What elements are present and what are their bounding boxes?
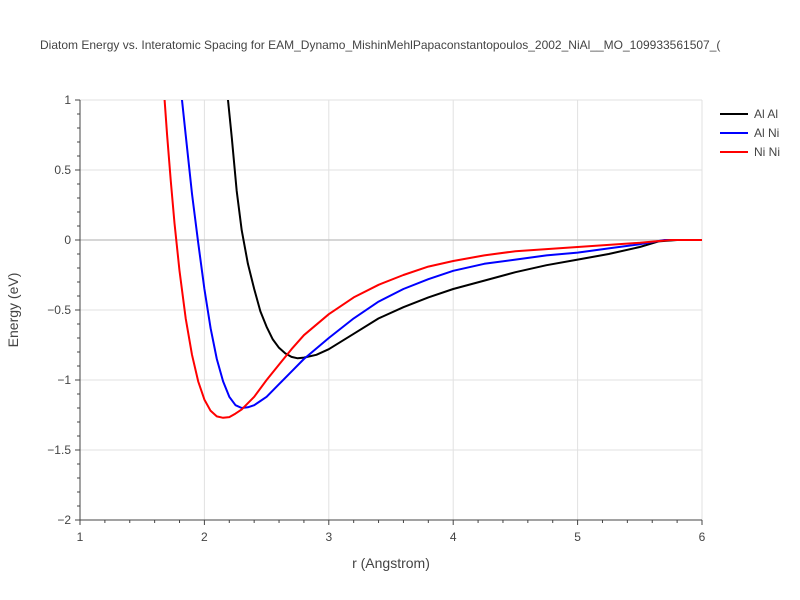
series-line-al-ni [181,100,702,409]
legend-label: Al Ni [754,126,779,140]
y-tick-label: −2 [57,513,71,527]
x-tick-label: 2 [201,530,208,544]
x-tick-label: 5 [574,530,581,544]
y-tick-label: 1 [64,93,71,107]
legend-item-al-ni[interactable]: Al Ni [720,126,779,140]
x-tick-label: 6 [699,530,706,544]
legend-item-al-al[interactable]: Al Al [720,107,778,121]
series-layer [163,100,702,419]
legend[interactable]: Al Al Al Ni Ni Ni [720,107,780,159]
grid-layer [80,99,703,520]
y-tick-label: −1.5 [47,443,71,457]
y-tick-label: 0 [64,233,71,247]
y-tick-label: −0.5 [47,303,71,317]
x-tick-label: 4 [450,530,457,544]
legend-label: Ni Ni [754,145,780,159]
series-line-al-al [227,100,702,360]
y-tick-label: −1 [57,373,71,387]
y-tick-label: 0.5 [54,163,71,177]
chart-title: Diatom Energy vs. Interatomic Spacing fo… [40,38,720,52]
legend-label: Al Al [754,107,778,121]
x-tick-label: 1 [77,530,84,544]
x-axis-title: r (Angstrom) [352,555,430,571]
series-line-ni-ni [163,100,702,419]
y-axis-title: Energy (eV) [5,273,21,348]
axis-layer: 1 2 3 4 5 6 1 0.5 0 −0.5 −1 −1.5 −2 [47,93,705,544]
x-tick-label: 3 [325,530,332,544]
legend-item-ni-ni[interactable]: Ni Ni [720,145,780,159]
